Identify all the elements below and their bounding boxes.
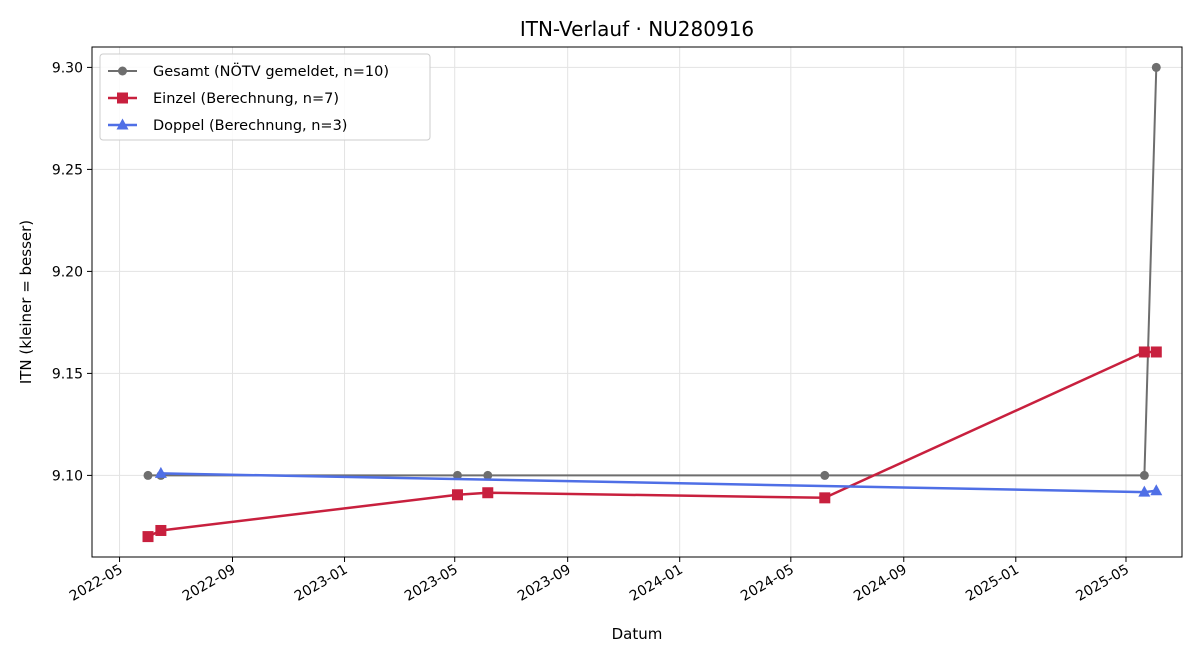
data-point: [143, 470, 153, 480]
y-tick-label: 9.10: [52, 468, 83, 484]
legend: Gesamt (NÖTV gemeldet, n=10) Einzel (Bere…: [99, 53, 431, 141]
data-point: [1150, 484, 1163, 496]
data-point: [1139, 470, 1149, 480]
series-triangle: [154, 466, 1163, 497]
y-tick-label: 9.20: [52, 264, 83, 280]
series-square: [142, 346, 1162, 543]
y-tick-label: 9.25: [52, 162, 83, 178]
data-point: [482, 487, 494, 499]
legend-box: [99, 53, 431, 141]
legend-label: Doppel (Berechnung, n=3): [153, 118, 347, 134]
y-axis-ticks: 9.10 9.15 9.20 9.25 9.30: [52, 60, 92, 484]
data-point: [1138, 485, 1151, 497]
data-point: [1138, 346, 1150, 358]
data-point: [819, 492, 831, 504]
data-point: [483, 470, 493, 480]
legend-marker: [116, 118, 129, 130]
chart-title: ITN-Verlauf · NU280916: [520, 17, 754, 41]
series-layer: [142, 62, 1163, 543]
x-axis-label: Datum: [612, 625, 663, 643]
data-point: [820, 470, 830, 480]
y-tick-label: 9.30: [52, 60, 83, 76]
data-point: [1151, 62, 1161, 72]
y-axis-label: ITN (kleiner = besser): [17, 220, 35, 384]
data-point: [452, 470, 462, 480]
data-point: [451, 489, 463, 501]
data-point: [1150, 346, 1162, 358]
legend-marker: [118, 66, 127, 76]
legend-marker: [117, 92, 128, 104]
data-point: [155, 524, 167, 536]
data-point: [154, 466, 167, 478]
y-tick-label: 9.15: [52, 366, 83, 382]
legend-label: Einzel (Berechnung, n=7): [153, 91, 339, 107]
plot-frame: [91, 46, 1183, 558]
legend-label: Gesamt (NÖTV gemeldet, n=10): [153, 62, 389, 80]
data-point: [142, 531, 154, 543]
